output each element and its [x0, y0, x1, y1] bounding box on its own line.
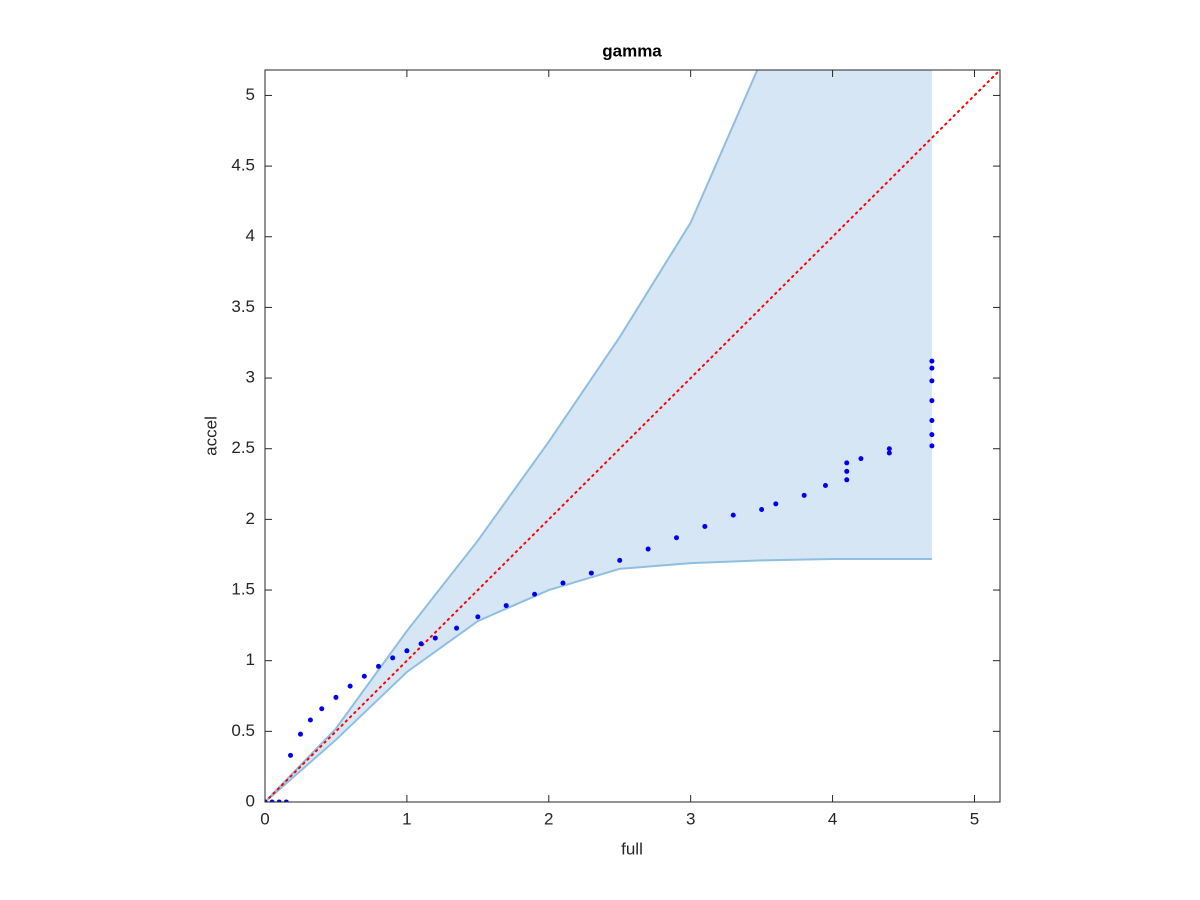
data-point: [886, 450, 892, 456]
data-point: [404, 648, 410, 654]
data-point: [361, 673, 367, 679]
axes-box: [264, 69, 1001, 803]
data-point: [390, 655, 396, 661]
confidence-band: [265, 70, 932, 802]
data-point: [886, 446, 892, 452]
data-point: [759, 506, 765, 512]
data-point: [822, 482, 828, 488]
data-point: [588, 570, 594, 576]
data-point: [347, 683, 353, 689]
data-point: [376, 663, 382, 669]
data-point: [307, 717, 313, 723]
band-upper-edge: [265, 70, 759, 802]
data-point: [297, 731, 303, 737]
data-point: [929, 443, 935, 449]
band-lower-edge: [265, 557, 932, 802]
y-tick-label: 4.5: [231, 156, 255, 175]
y-tick-label: 0.5: [231, 721, 255, 740]
data-point: [929, 432, 935, 438]
data-point: [532, 591, 538, 597]
x-tick-label: 0: [260, 809, 269, 828]
data-point: [283, 799, 289, 802]
data-point: [773, 501, 779, 507]
y-tick-label: 1.5: [231, 580, 255, 599]
data-point: [673, 535, 679, 541]
x-tick-label: 2: [544, 809, 553, 828]
data-point: [333, 694, 339, 700]
data-point: [288, 752, 294, 758]
data-point: [730, 512, 736, 518]
reference-line: [265, 70, 1000, 802]
x-tick-label: 5: [970, 809, 979, 828]
data-point: [929, 378, 935, 384]
data-point: [432, 635, 438, 641]
data-point: [418, 641, 424, 647]
data-point: [265, 799, 268, 802]
y-tick-label: 5: [246, 85, 255, 104]
x-axis-label: full: [621, 839, 643, 858]
y-tick-label: 1: [246, 650, 255, 669]
y-tick-label: 3: [246, 368, 255, 387]
data-point: [702, 523, 708, 529]
data-point: [454, 625, 460, 631]
x-tick-label: 3: [686, 809, 695, 828]
data-point: [617, 557, 623, 563]
data-point: [844, 460, 850, 466]
data-point: [269, 799, 275, 802]
data-point: [844, 468, 850, 474]
y-tick-label: 2: [246, 509, 255, 528]
plot-area: [265, 70, 1000, 802]
data-point: [929, 358, 935, 364]
y-tick-label: 3.5: [231, 297, 255, 316]
data-point: [929, 398, 935, 404]
data-point: [929, 365, 935, 371]
data-point: [475, 614, 481, 620]
data-point: [503, 603, 509, 609]
y-tick-label: 0: [246, 791, 255, 810]
y-tick-label: 4: [246, 226, 255, 245]
data-point: [844, 477, 850, 483]
data-point: [929, 417, 935, 423]
axes: 0 1 2 3 4 5 0 0.5 1 1.5 2 2.5 3 3.5 4 4.5 5: [231, 70, 1000, 828]
data-point: [560, 580, 566, 586]
data-point: [801, 492, 807, 498]
x-tick-label: 4: [828, 809, 837, 828]
data-point: [319, 706, 325, 712]
y-tick-label: 2.5: [231, 438, 255, 457]
data-point: [276, 799, 282, 802]
data-point: [645, 546, 651, 552]
x-tick-label: 1: [402, 809, 411, 828]
y-axis-label: accel: [201, 416, 220, 456]
chart-title: gamma: [602, 41, 662, 60]
data-point: [858, 456, 864, 462]
